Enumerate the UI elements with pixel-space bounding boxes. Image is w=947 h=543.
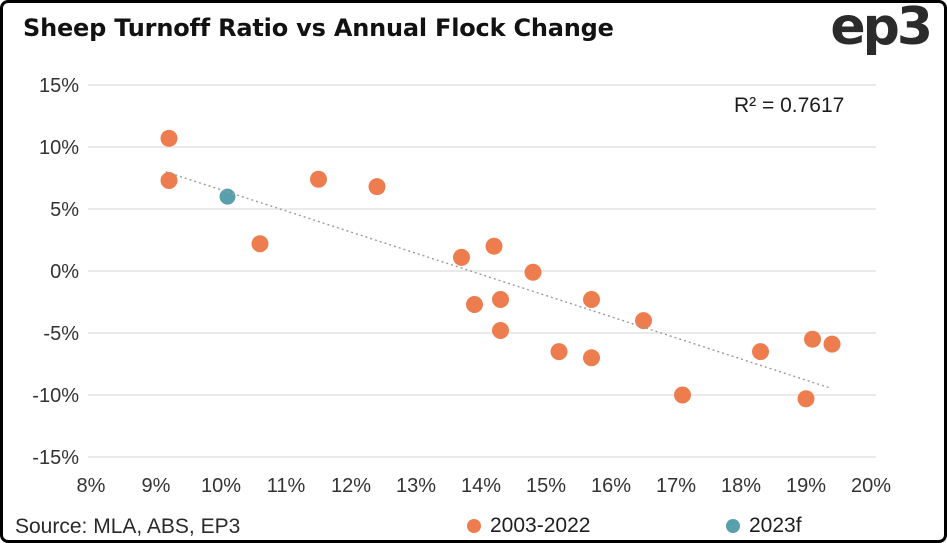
data-point-2003-2022 — [752, 343, 769, 361]
data-point-2003-2022 — [804, 330, 821, 348]
data-point-2003-2022 — [160, 171, 178, 189]
data-point-2023f — [219, 188, 236, 205]
data-point-2003-2022 — [492, 291, 509, 309]
data-point-2003-2022 — [310, 170, 327, 188]
x-tick-label: 14% — [461, 475, 501, 497]
r-squared-label: R² = 0.7617 — [734, 94, 845, 117]
trendline — [165, 171, 829, 389]
data-point-2003-2022 — [368, 178, 386, 196]
x-tick-label: 13% — [396, 475, 436, 497]
x-tick-label: 20% — [851, 475, 891, 497]
legend-label-2023f: 2023f — [749, 514, 802, 537]
data-point-2003-2022 — [674, 386, 691, 404]
x-tick-label: 10% — [201, 475, 241, 497]
data-point-2003-2022 — [823, 335, 841, 353]
source-note: Source: MLA, ABS, EP3 — [15, 515, 241, 538]
data-point-2003-2022 — [550, 343, 568, 361]
y-tick-label: -10% — [32, 385, 79, 407]
x-tick-label: 8% — [77, 475, 106, 497]
x-tick-label: 19% — [786, 475, 826, 497]
data-point-2003-2022 — [453, 248, 470, 266]
legend-dot-2003-2022 — [467, 519, 481, 533]
y-tick-label: 10% — [39, 137, 79, 159]
y-tick-label: 15% — [39, 75, 79, 97]
data-point-2003-2022 — [583, 349, 600, 367]
legend-dot-2023f — [726, 519, 740, 533]
chart-title: Sheep Turnoff Ratio vs Annual Flock Chan… — [23, 14, 614, 42]
legend-item-2023f: 2023f — [726, 514, 802, 538]
legend-item-2003-2022: 2003-2022 — [467, 514, 590, 538]
y-tick-label: -5% — [43, 323, 79, 345]
legend-label-2003-2022: 2003-2022 — [490, 514, 591, 537]
x-tick-label: 11% — [267, 475, 306, 497]
y-tick-label: 5% — [50, 199, 79, 221]
x-tick-label: 16% — [591, 475, 631, 497]
data-point-2003-2022 — [492, 322, 509, 340]
data-point-2003-2022 — [583, 291, 600, 309]
data-point-2003-2022 — [466, 295, 483, 313]
y-tick-label: -15% — [32, 447, 79, 469]
x-tick-label: 9% — [142, 475, 171, 497]
y-tick-label: 0% — [50, 261, 79, 283]
data-point-2003-2022 — [485, 237, 503, 255]
scatter-plot: 15% 10% 5% 0% -5% -10% -15% 8% 9% 10% 11% 12% 13% 14%… — [32, 75, 891, 497]
x-tick-label: 12% — [331, 475, 371, 497]
data-point-2003-2022 — [160, 129, 178, 147]
x-tick-label: 17% — [656, 475, 696, 497]
x-tick-label: 15% — [526, 475, 566, 497]
data-point-2003-2022 — [635, 312, 652, 330]
ep3-logo: ep3 — [830, 0, 933, 57]
x-tick-label: 18% — [721, 475, 761, 497]
data-point-2003-2022 — [251, 235, 269, 253]
data-point-2003-2022 — [797, 390, 815, 408]
data-point-2003-2022 — [524, 263, 542, 281]
